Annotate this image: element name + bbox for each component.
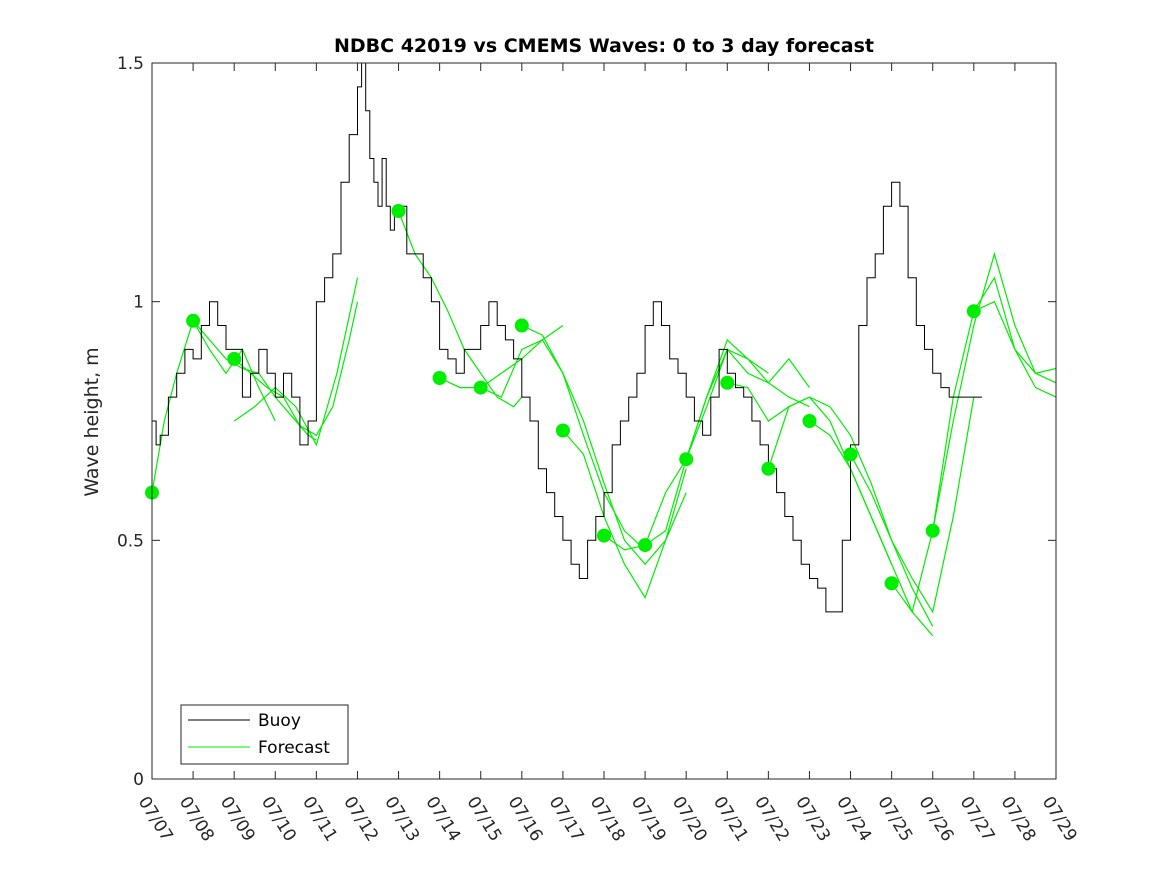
series-layer: [151, 62, 1057, 637]
forecast-line-11: [685, 338, 810, 460]
buoy-line: [152, 62, 982, 613]
forecast-line-15: [849, 396, 975, 614]
legend-forecast-label: Forecast: [258, 738, 330, 758]
forecast-start-marker: [843, 447, 858, 462]
forecast-line-8: [562, 430, 687, 599]
x-tick-label: 07/17: [545, 793, 588, 845]
marker-layer: [145, 204, 981, 591]
x-tick-label: 07/19: [627, 793, 670, 845]
x-tick-label: 07/09: [216, 793, 259, 845]
forecast-line-7: [521, 324, 687, 566]
forecast-start-marker: [514, 318, 529, 333]
forecast-start-marker: [227, 351, 242, 366]
x-tick-label: 07/27: [956, 793, 999, 845]
x-tick-label: 07/20: [668, 793, 711, 845]
y-tick-label: 1.5: [117, 54, 144, 74]
x-tick-label: 07/08: [175, 793, 218, 845]
x-tick-label: 07/15: [462, 793, 505, 845]
x-tick-label: 07/16: [504, 793, 547, 845]
forecast-start-marker: [679, 452, 694, 467]
forecast-start-marker: [473, 380, 488, 395]
x-tick-label: 07/12: [339, 793, 382, 845]
plot-area: [152, 63, 1056, 779]
legend-buoy-label: Buoy: [258, 711, 301, 731]
forecast-line-3: [233, 277, 359, 447]
forecast-start-marker: [720, 375, 735, 390]
x-tick-label: 07/23: [791, 793, 834, 845]
forecast-start-marker: [555, 423, 570, 438]
forecast-start-marker: [186, 313, 201, 328]
x-tick-label: 07/26: [914, 793, 957, 845]
forecast-start-marker: [638, 538, 653, 553]
forecast-start-marker: [597, 528, 611, 543]
forecast-start-marker: [925, 523, 940, 538]
x-tick-label: 07/28: [997, 793, 1040, 845]
forecast-start-marker: [802, 414, 817, 428]
x-tick-label: 07/24: [832, 793, 875, 845]
forecast-start-marker: [391, 204, 406, 218]
legend: Buoy Forecast: [180, 704, 349, 765]
legend-box: [180, 704, 349, 765]
x-tick-label: 07/21: [709, 793, 752, 845]
y-tick-label: 0.5: [117, 531, 144, 551]
forecast-start-marker: [966, 304, 981, 319]
forecast-line-16: [891, 251, 1057, 614]
x-tick-label: 07/25: [873, 793, 916, 845]
x-tick-label: 07/18: [586, 793, 629, 845]
chart-title: NDBC 42019 vs CMEMS Waves: 0 to 3 day fo…: [334, 35, 874, 57]
y-tick-label: 0: [133, 770, 144, 790]
forecast-line-13: [767, 396, 934, 627]
forecast-line-18: [973, 300, 1057, 374]
x-tick-label: 07/29: [1038, 793, 1081, 845]
x-tick-label: 07/14: [421, 793, 464, 845]
forecast-start-marker: [884, 576, 899, 591]
x-tick-label: 07/07: [134, 793, 177, 845]
x-tick-label: 07/11: [298, 793, 341, 845]
x-tick-label: 07/10: [257, 793, 300, 845]
y-axis-label: Wave height, m: [81, 347, 103, 496]
forecast-start-marker: [432, 371, 447, 385]
x-tick-label: 07/13: [380, 793, 423, 845]
x-tick-label: 07/22: [750, 793, 793, 845]
forecast-start-marker: [761, 461, 776, 476]
y-tick-label: 1: [133, 293, 144, 313]
